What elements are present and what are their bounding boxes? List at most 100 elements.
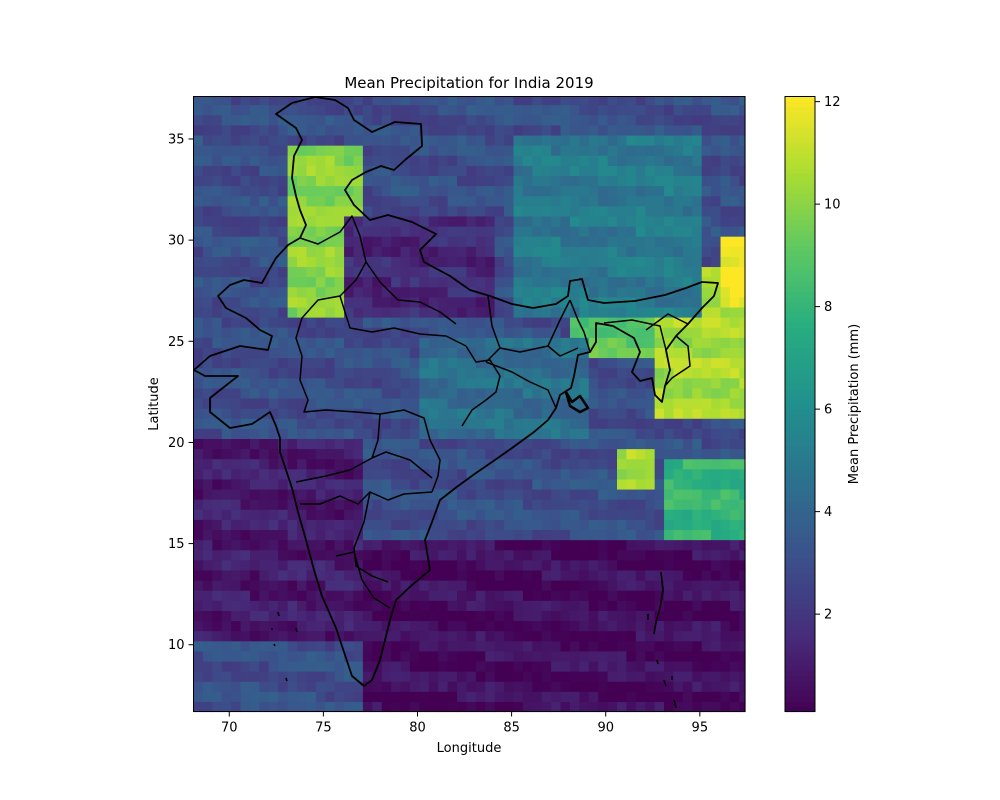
heatmap-cell [466, 145, 476, 156]
heatmap-cell [617, 428, 627, 439]
heatmap-cell [476, 701, 486, 712]
heatmap-cell [222, 620, 232, 631]
heatmap-cell [335, 368, 345, 379]
heatmap-cell [598, 337, 608, 348]
heatmap-cell [495, 560, 505, 571]
heatmap-cell [363, 550, 373, 561]
heatmap-cell [730, 115, 740, 126]
heatmap-cell [655, 97, 665, 106]
heatmap-cell [382, 398, 392, 409]
heatmap-cell [504, 580, 514, 591]
heatmap-cell [504, 378, 514, 389]
heatmap-cell [194, 186, 204, 197]
heatmap-cell [532, 610, 542, 621]
heatmap-cell [655, 256, 665, 267]
heatmap-cell [702, 671, 712, 682]
heatmap-cell [306, 175, 316, 186]
heatmap-cell [692, 489, 702, 500]
heatmap-cell [457, 428, 467, 439]
heatmap-cell [325, 347, 335, 358]
heatmap-cell [335, 540, 345, 551]
heatmap-cell [278, 125, 288, 136]
heatmap-cell [702, 357, 712, 368]
x-tick-label: 70 [221, 721, 238, 736]
heatmap-cell [269, 226, 279, 237]
heatmap-cell [429, 165, 439, 176]
heatmap-cell [655, 469, 665, 480]
heatmap-cell [655, 418, 665, 429]
heatmap-cell [259, 256, 269, 267]
heatmap-cell [297, 681, 307, 692]
heatmap-cell [721, 469, 731, 480]
heatmap-cell [495, 398, 505, 409]
heatmap-cell [617, 135, 627, 146]
heatmap-cell [363, 388, 373, 399]
heatmap-cell [636, 135, 646, 146]
heatmap-cell [297, 246, 307, 257]
heatmap-cell [344, 540, 354, 551]
heatmap-cell [344, 631, 354, 642]
heatmap-cell [382, 297, 392, 308]
heatmap-cell [194, 681, 204, 692]
colorbar-segment [785, 599, 815, 605]
heatmap-cell [626, 307, 636, 318]
heatmap-cell [513, 388, 523, 399]
heatmap-cell [692, 499, 702, 510]
heatmap-cell [353, 479, 363, 490]
heatmap-cell [363, 590, 373, 601]
heatmap-cell [504, 327, 514, 338]
heatmap-cell [241, 246, 251, 257]
heatmap-cell [448, 620, 458, 631]
heatmap-cell [645, 600, 655, 611]
heatmap-cell [495, 165, 505, 176]
heatmap-cell [419, 175, 429, 186]
heatmap-cell [250, 388, 260, 399]
heatmap-cell [655, 499, 665, 510]
heatmap-cell [608, 701, 618, 712]
heatmap-cell [250, 499, 260, 510]
heatmap-cell [391, 428, 401, 439]
heatmap-cell [429, 398, 439, 409]
heatmap-cell [598, 529, 608, 540]
heatmap-cell [401, 479, 411, 490]
colorbar-segment [785, 138, 815, 144]
heatmap-cell [429, 347, 439, 358]
heatmap-cell [645, 428, 655, 439]
heatmap-cell [523, 661, 533, 672]
heatmap-cell [194, 438, 204, 449]
heatmap-cell [532, 145, 542, 156]
heatmap-cell [683, 135, 693, 146]
heatmap-cell [382, 368, 392, 379]
heatmap-cell [626, 388, 636, 399]
heatmap-cell [730, 378, 740, 389]
heatmap-cell [608, 459, 618, 470]
heatmap-cell [561, 418, 571, 429]
heatmap-cell [372, 459, 382, 470]
heatmap-cell [212, 337, 222, 348]
heatmap-cell [391, 145, 401, 156]
heatmap-cell [325, 256, 335, 267]
heatmap-cell [269, 438, 279, 449]
heatmap-cell [692, 590, 702, 601]
heatmap-cell [222, 155, 232, 166]
heatmap-cell [485, 580, 495, 591]
heatmap-cell [476, 206, 486, 217]
heatmap-cell [194, 661, 204, 672]
heatmap-cell [711, 186, 721, 197]
heatmap-cell [626, 115, 636, 126]
heatmap-cell [222, 671, 232, 682]
heatmap-cell [692, 398, 702, 409]
heatmap-cell [278, 297, 288, 308]
colorbar-segment [785, 609, 815, 615]
heatmap-cell [203, 580, 213, 591]
heatmap-cell [579, 479, 589, 490]
heatmap-cell [278, 277, 288, 288]
heatmap-cell [683, 186, 693, 197]
heatmap-cell [692, 691, 702, 702]
heatmap-cell [241, 256, 251, 267]
heatmap-cell [297, 651, 307, 662]
heatmap-cell [570, 277, 580, 288]
heatmap-cell [288, 529, 298, 540]
heatmap-cell [438, 287, 448, 298]
heatmap-cell [363, 317, 373, 328]
